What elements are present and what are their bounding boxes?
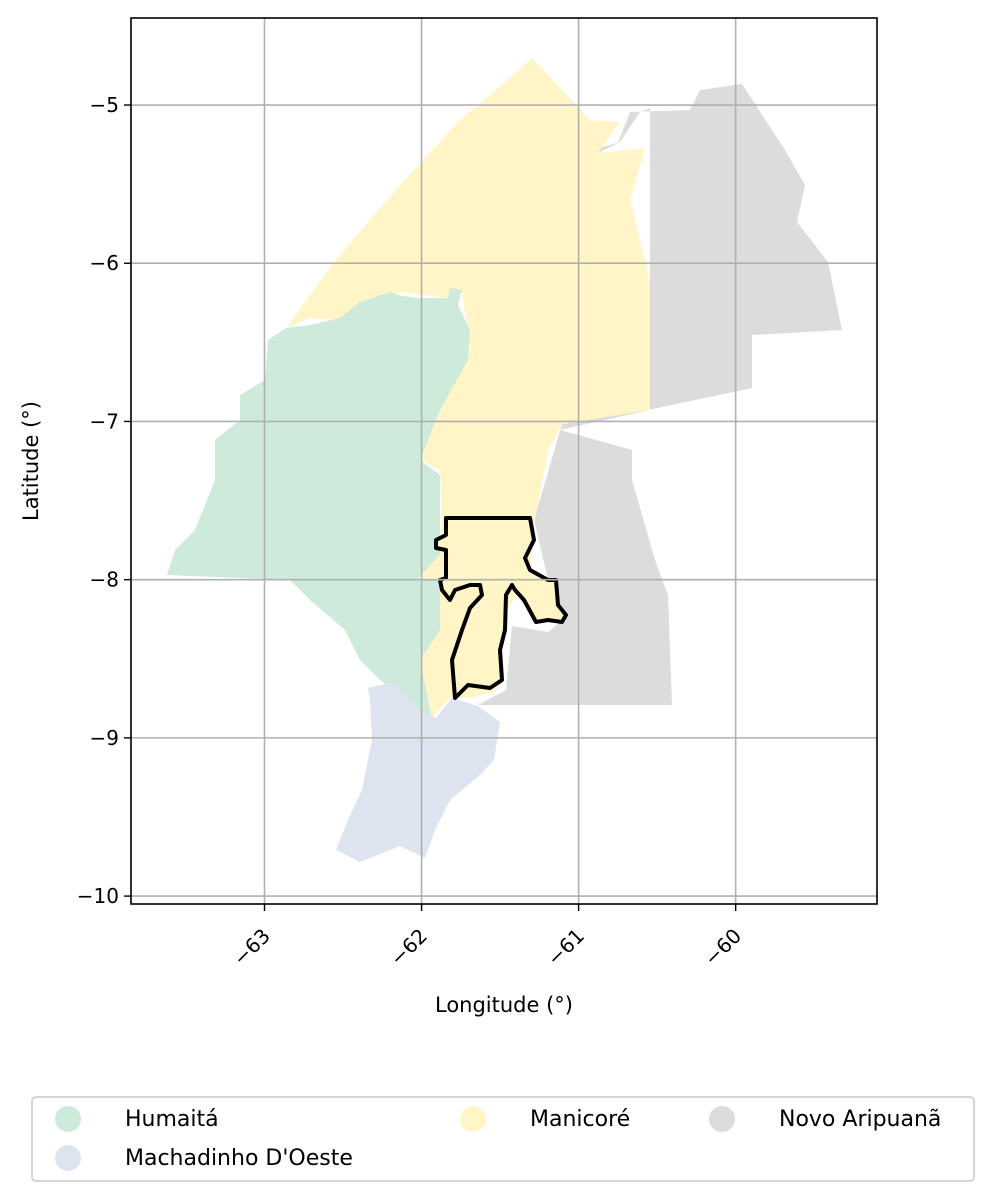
legend-label: Novo Aripuanã (779, 1106, 942, 1132)
legend-marker (460, 1106, 486, 1132)
map-area (167, 58, 842, 862)
legend-marker (709, 1106, 735, 1132)
y-tick-label: −10 (77, 884, 119, 908)
x-axis-title: Longitude (°) (435, 993, 573, 1017)
y-axis-title: Latitude (°) (19, 401, 43, 521)
grid-lines (131, 18, 877, 904)
legend-item-humaita: Humaitá (55, 1104, 219, 1134)
region-machadinho-doeste (336, 682, 500, 862)
legend-item-machadinho-doeste: Machadinho D'Oeste (55, 1143, 353, 1173)
legend-item-novo-aripuana: Novo Aripuanã (709, 1104, 941, 1134)
legend-marker (55, 1106, 81, 1132)
legend-label: Machadinho D'Oeste (125, 1145, 353, 1171)
legend-label: Manicoré (530, 1106, 631, 1132)
highlighted-area (434, 516, 568, 700)
y-tick-label: −6 (90, 251, 119, 275)
x-tick-label: −61 (542, 924, 589, 971)
x-tick-label: −60 (699, 924, 746, 971)
x-tick-label: −63 (228, 924, 275, 971)
legend: Humaitá Manicoré Novo Aripuanã Machadinh… (31, 1096, 975, 1182)
region-novo-aripuana (478, 84, 842, 705)
y-tick-label: −8 (90, 568, 119, 592)
region-manicore (286, 58, 650, 718)
y-tick-label: −9 (90, 726, 119, 750)
plot-frame (130, 17, 878, 905)
legend-marker (55, 1145, 81, 1171)
region-humaita (167, 288, 470, 718)
legend-label: Humaitá (125, 1106, 219, 1132)
y-tick-label: −5 (90, 93, 119, 117)
y-tick-label: −7 (90, 409, 119, 433)
legend-item-manicore: Manicoré (460, 1104, 630, 1134)
x-tick-label: −62 (385, 924, 432, 971)
